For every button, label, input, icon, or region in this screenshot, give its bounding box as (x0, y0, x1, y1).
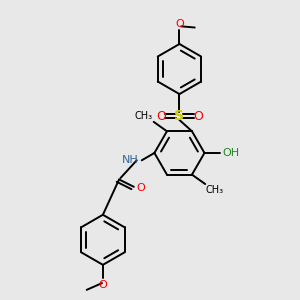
Text: CH₃: CH₃ (135, 111, 153, 121)
Text: S: S (174, 109, 184, 123)
Text: CH₃: CH₃ (206, 185, 224, 195)
Text: O: O (98, 280, 107, 290)
Text: O: O (136, 183, 145, 193)
Text: O: O (175, 19, 184, 29)
Text: O: O (156, 110, 166, 123)
Text: NH: NH (122, 155, 138, 165)
Text: OH: OH (223, 148, 240, 158)
Text: O: O (193, 110, 203, 123)
